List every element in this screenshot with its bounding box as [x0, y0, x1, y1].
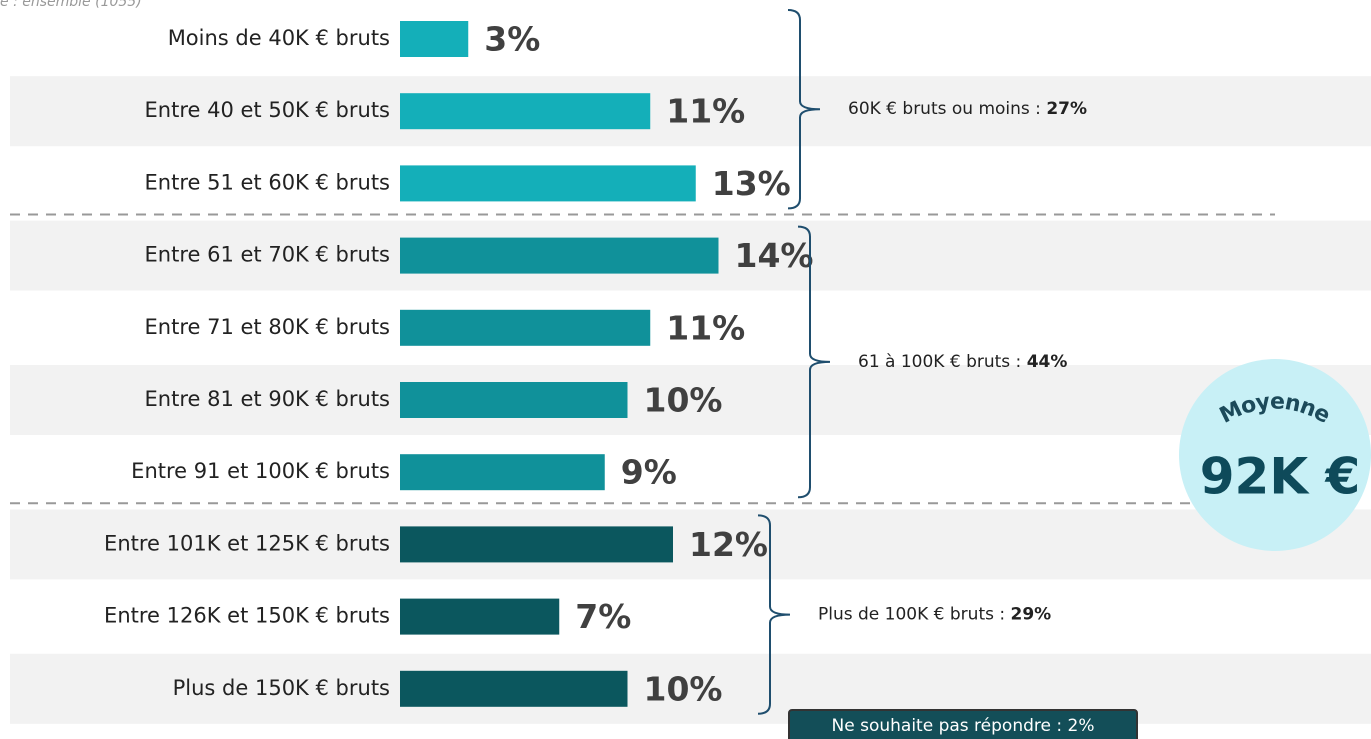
bar	[400, 670, 628, 707]
value-label: 9%	[621, 453, 677, 492]
category-label: Entre 126K et 150K € bruts	[104, 604, 390, 628]
bracket	[787, 9, 821, 210]
group-label-text: Plus de 100K € bruts :	[818, 605, 1011, 625]
group-label: Plus de 100K € bruts : 29%	[818, 605, 1051, 625]
category-label: Entre 61 et 70K € bruts	[145, 243, 390, 267]
category-label: Plus de 150K € bruts	[173, 676, 390, 700]
value-label: 3%	[484, 20, 540, 59]
bar	[400, 382, 628, 418]
subtitle: e : ensemble (1055)	[0, 0, 142, 10]
category-label: Entre 101K et 125K € bruts	[104, 531, 390, 555]
bar	[400, 21, 469, 57]
note-box	[788, 709, 1138, 739]
group-share: 29%	[1011, 605, 1052, 625]
bracket	[797, 225, 831, 499]
bar	[400, 237, 719, 274]
value-label: 11%	[666, 308, 745, 347]
row-band	[10, 509, 1371, 580]
average-value: 92K €	[1200, 448, 1361, 506]
bracket	[757, 514, 791, 715]
category-label: Entre 51 et 60K € bruts	[145, 170, 390, 194]
bar	[400, 454, 605, 491]
bar	[400, 93, 651, 130]
category-label: Entre 91 et 100K € bruts	[131, 459, 390, 483]
average-badge	[1179, 359, 1371, 551]
value-label: 10%	[644, 669, 723, 708]
value-label: 13%	[712, 164, 791, 203]
group-label-text: 60K € bruts ou moins :	[848, 99, 1046, 119]
value-label: 11%	[666, 92, 745, 131]
value-label: 12%	[689, 525, 768, 564]
note: Ne souhaite pas répondre : 2%	[832, 716, 1095, 736]
group-label: 60K € bruts ou moins : 27%	[848, 99, 1087, 119]
category-label: Moins de 40K € bruts	[168, 26, 390, 50]
bar	[400, 598, 560, 635]
category-label: Entre 40 et 50K € bruts	[145, 98, 390, 122]
group-share: 44%	[1027, 352, 1068, 372]
bar	[400, 526, 673, 563]
row-band	[10, 653, 1371, 724]
group-label-text: 61 à 100K € bruts :	[858, 352, 1027, 372]
group-share: 27%	[1046, 99, 1087, 119]
category-label: Entre 81 et 90K € bruts	[145, 387, 390, 411]
row-band	[10, 76, 1371, 147]
group-label: 61 à 100K € bruts : 44%	[858, 352, 1067, 372]
bar	[400, 309, 651, 346]
bar	[400, 165, 696, 202]
category-label: Entre 71 et 80K € bruts	[145, 315, 390, 339]
value-label: 7%	[575, 597, 631, 636]
row-band	[10, 365, 1371, 435]
value-label: 10%	[644, 381, 723, 420]
value-label: 14%	[735, 236, 814, 275]
